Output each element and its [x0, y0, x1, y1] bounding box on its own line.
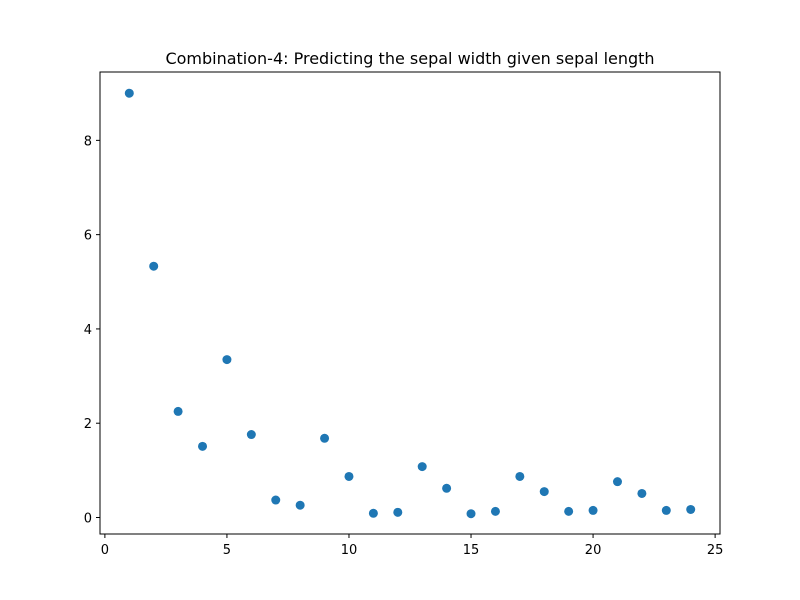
data-point — [588, 505, 598, 515]
data-point — [637, 488, 647, 498]
data-point — [320, 433, 330, 443]
y-tick-label: 2 — [84, 417, 92, 432]
chart-title: Combination-4: Predicting the sepal widt… — [165, 49, 654, 68]
x-tick-label: 15 — [463, 543, 480, 558]
data-point — [173, 406, 183, 416]
data-points — [124, 88, 696, 519]
data-point — [124, 88, 134, 98]
data-point — [246, 430, 256, 440]
data-point — [368, 508, 378, 518]
y-axis: 0 2 4 6 8 — [84, 134, 100, 527]
data-point — [222, 355, 232, 365]
y-tick-label: 0 — [84, 512, 92, 527]
data-point — [271, 495, 281, 505]
data-point — [393, 507, 403, 517]
data-point — [515, 471, 525, 481]
data-point — [198, 441, 208, 451]
data-point — [344, 471, 354, 481]
data-point — [466, 509, 476, 519]
data-point — [417, 462, 427, 472]
y-tick-label: 8 — [84, 134, 92, 149]
data-point — [490, 506, 500, 516]
x-axis: 0 5 10 15 20 25 — [101, 534, 724, 558]
data-point — [612, 477, 622, 487]
x-tick-label: 20 — [585, 543, 602, 558]
y-tick-label: 4 — [84, 323, 92, 338]
x-tick-label: 25 — [707, 543, 724, 558]
x-tick-label: 0 — [101, 543, 109, 558]
data-point — [149, 261, 159, 271]
data-point — [686, 504, 696, 514]
plot-area-frame — [99, 71, 721, 535]
x-tick-label: 5 — [223, 543, 231, 558]
data-point — [442, 483, 452, 493]
data-point — [661, 505, 671, 515]
y-tick-label: 6 — [84, 229, 92, 244]
x-tick-label: 10 — [341, 543, 358, 558]
data-point — [539, 487, 549, 497]
data-point — [295, 500, 305, 510]
data-point — [564, 506, 574, 516]
